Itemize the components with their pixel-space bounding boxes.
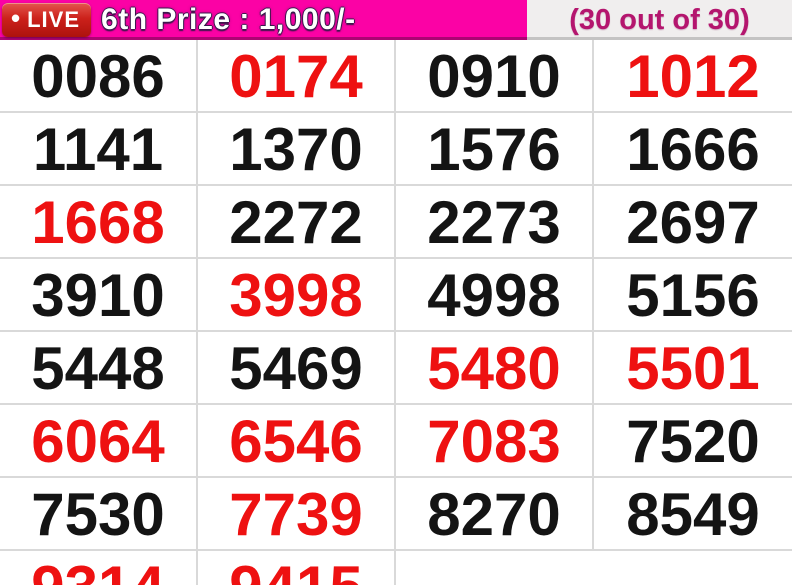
number-cell: 3910 — [0, 259, 198, 332]
header-bar: • LIVE 6th Prize : 1,000/- (30 out of 30… — [0, 0, 792, 40]
number-cell: 1012 — [594, 40, 792, 113]
header-pink-bar: • LIVE 6th Prize : 1,000/- — [0, 0, 527, 40]
draw-count: (30 out of 30) — [569, 3, 750, 36]
number-cell: 1576 — [396, 113, 594, 186]
number-cell: 6546 — [198, 405, 396, 478]
number-cell: 9415 — [198, 551, 396, 585]
number-cell: 1668 — [0, 186, 198, 259]
number-cell: 0086 — [0, 40, 198, 113]
prize-title: 6th Prize : 1,000/- — [101, 3, 356, 36]
number-cell: 1666 — [594, 113, 792, 186]
number-cell: 7739 — [198, 478, 396, 551]
count-panel: (30 out of 30) — [527, 0, 792, 40]
number-cell: 7083 — [396, 405, 594, 478]
live-dot-icon: • — [11, 2, 21, 33]
number-cell: 5480 — [396, 332, 594, 405]
number-cell: 2697 — [594, 186, 792, 259]
number-cell: 5469 — [198, 332, 396, 405]
number-cell: 4998 — [396, 259, 594, 332]
number-cell: 8549 — [594, 478, 792, 551]
number-cell: 7530 — [0, 478, 198, 551]
empty-cell — [396, 551, 594, 585]
number-cell: 9314 — [0, 551, 198, 585]
live-label: LIVE — [27, 6, 81, 32]
number-cell: 0174 — [198, 40, 396, 113]
number-cell: 1141 — [0, 113, 198, 186]
number-cell: 5501 — [594, 332, 792, 405]
number-grid: 0086 0174 0910 1012 1141 1370 1576 1666 … — [0, 40, 792, 585]
live-badge: • LIVE — [2, 2, 92, 37]
number-cell: 2272 — [198, 186, 396, 259]
number-cell: 7520 — [594, 405, 792, 478]
number-cell: 1370 — [198, 113, 396, 186]
number-cell: 5156 — [594, 259, 792, 332]
number-cell: 3998 — [198, 259, 396, 332]
number-cell: 5448 — [0, 332, 198, 405]
empty-cell — [594, 551, 792, 585]
number-cell: 8270 — [396, 478, 594, 551]
number-cell: 6064 — [0, 405, 198, 478]
number-cell: 0910 — [396, 40, 594, 113]
number-cell: 2273 — [396, 186, 594, 259]
